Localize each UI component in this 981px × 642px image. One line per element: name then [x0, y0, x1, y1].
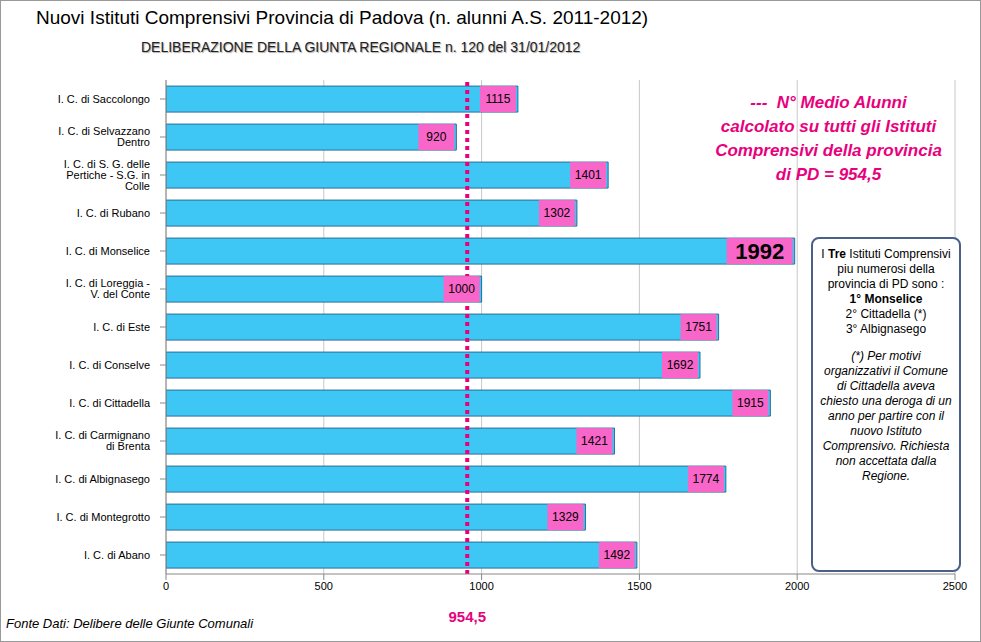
html-text:Fonte Dati: Delibere delle Giu: Fonte Dati: Delibere delle Giunte Comuna… — [6, 616, 254, 631]
svg-text:1302: 1302 — [544, 206, 571, 220]
svg-text:I. C. di SelvazzanoDentro: I. C. di SelvazzanoDentro — [58, 125, 150, 148]
svg-text:1774: 1774 — [693, 472, 720, 486]
html-text:3° Albignasego: 3° Albignasego — [845, 322, 927, 336]
html-text:1° Monselice: 1° Monselice — [849, 292, 923, 306]
html-text:di PD = 954,5: di PD = 954,5 — [775, 165, 882, 184]
svg-text:1329: 1329 — [552, 510, 579, 524]
svg-text:I. C. di S. G. dellePertiche -: I. C. di S. G. dellePertiche - S.G. inCo… — [64, 158, 150, 192]
svg-text:1401: 1401 — [575, 168, 602, 182]
svg-text:1692: 1692 — [667, 358, 694, 372]
html-text:Nuovi Istituti Comprensivi Pro: Nuovi Istituti Comprensivi Provincia di … — [36, 7, 649, 28]
svg-text:1115: 1115 — [485, 92, 510, 106]
svg-text:I. C. di Montegrotto: I. C. di Montegrotto — [56, 511, 150, 523]
svg-text:I. C. di Conselve: I. C. di Conselve — [69, 359, 150, 371]
svg-text:920: 920 — [426, 130, 446, 144]
svg-text:1500: 1500 — [627, 580, 651, 592]
html-text:DELIBERAZIONE DELLA GIUNTA REG: DELIBERAZIONE DELLA GIUNTA REGIONALE n. … — [141, 39, 581, 55]
html-text:I Tre Istituti Comprensivi piu: I Tre Istituti Comprensivi piu numerosi … — [821, 247, 951, 291]
svg-text:1421: 1421 — [581, 434, 608, 448]
svg-text:1992: 1992 — [735, 239, 784, 264]
svg-text:954,5: 954,5 — [448, 608, 486, 625]
svg-text:I. C. di Rubano: I. C. di Rubano — [77, 207, 150, 219]
svg-text:I. C. di Monselice: I. C. di Monselice — [66, 245, 150, 257]
svg-text:1492: 1492 — [604, 548, 631, 562]
html-text:Comprensivi della provincia: Comprensivi della provincia — [715, 141, 942, 160]
svg-text:I. C. di Albignasego: I. C. di Albignasego — [55, 473, 150, 485]
svg-text:2000: 2000 — [785, 580, 809, 592]
svg-text:2500: 2500 — [943, 580, 967, 592]
html-text:calcolato su tutti gli Istitut: calcolato su tutti gli Istituti — [720, 117, 937, 136]
svg-text:I. C. di Abano: I. C. di Abano — [84, 549, 150, 561]
svg-text:1000: 1000 — [469, 580, 493, 592]
svg-text:0: 0 — [163, 580, 169, 592]
svg-text:I. C. di Loreggia -V. del Cont: I. C. di Loreggia -V. del Conte — [66, 277, 151, 300]
svg-text:I. C. di Saccolongo: I. C. di Saccolongo — [58, 93, 150, 105]
svg-text:I. C. di Carmignanodi Brenta: I. C. di Carmignanodi Brenta — [55, 429, 151, 452]
svg-text:I. C. di Este: I. C. di Este — [93, 321, 150, 333]
svg-text:500: 500 — [315, 580, 333, 592]
svg-text:1915: 1915 — [737, 396, 764, 410]
html-text:2° Cittadella (*): 2° Cittadella (*) — [845, 307, 927, 321]
svg-text:1751: 1751 — [685, 320, 712, 334]
svg-text:I. C. di Cittadella: I. C. di Cittadella — [69, 397, 151, 409]
svg-text:1000: 1000 — [448, 282, 475, 296]
html-text:(*) Per motivi organizzativi i: (*) Per motivi organizzativi il Comune d… — [820, 349, 952, 483]
html-text:--- N° Medio Alunni: --- N° Medio Alunni — [750, 93, 907, 112]
